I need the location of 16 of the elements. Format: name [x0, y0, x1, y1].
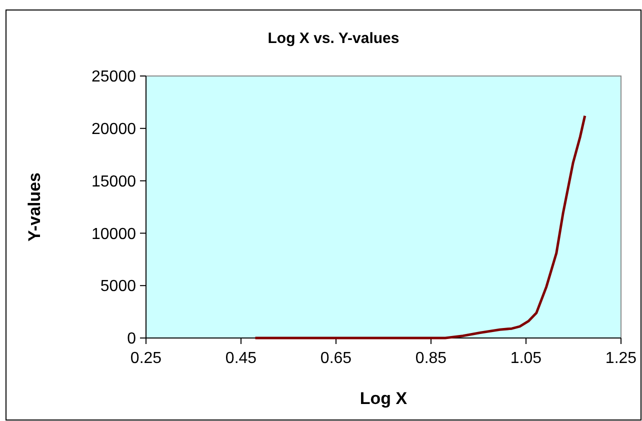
x-tick-label: 0.65: [320, 350, 352, 367]
y-tick-label: 25000: [92, 68, 136, 86]
line-series: [254, 114, 586, 340]
chart-title: Log X vs. Y-values: [268, 30, 400, 47]
y-tick-label: 0: [127, 330, 136, 348]
y-tick-label: 20000: [92, 121, 136, 138]
x-tick-label: 1.05: [510, 350, 542, 367]
x-tick-label: 0.85: [415, 350, 447, 367]
x-tick-label: 0.45: [225, 350, 257, 367]
y-axis-title: Y-values: [25, 172, 44, 242]
y-tick-label: 15000: [92, 173, 136, 190]
x-axis-title: Log X: [360, 389, 408, 408]
x-tick-label: 0.25: [130, 350, 162, 367]
y-tick-label: 10000: [92, 226, 136, 243]
x-tick-label: 1.25: [605, 350, 637, 367]
y-tick-label: 5000: [100, 278, 136, 296]
